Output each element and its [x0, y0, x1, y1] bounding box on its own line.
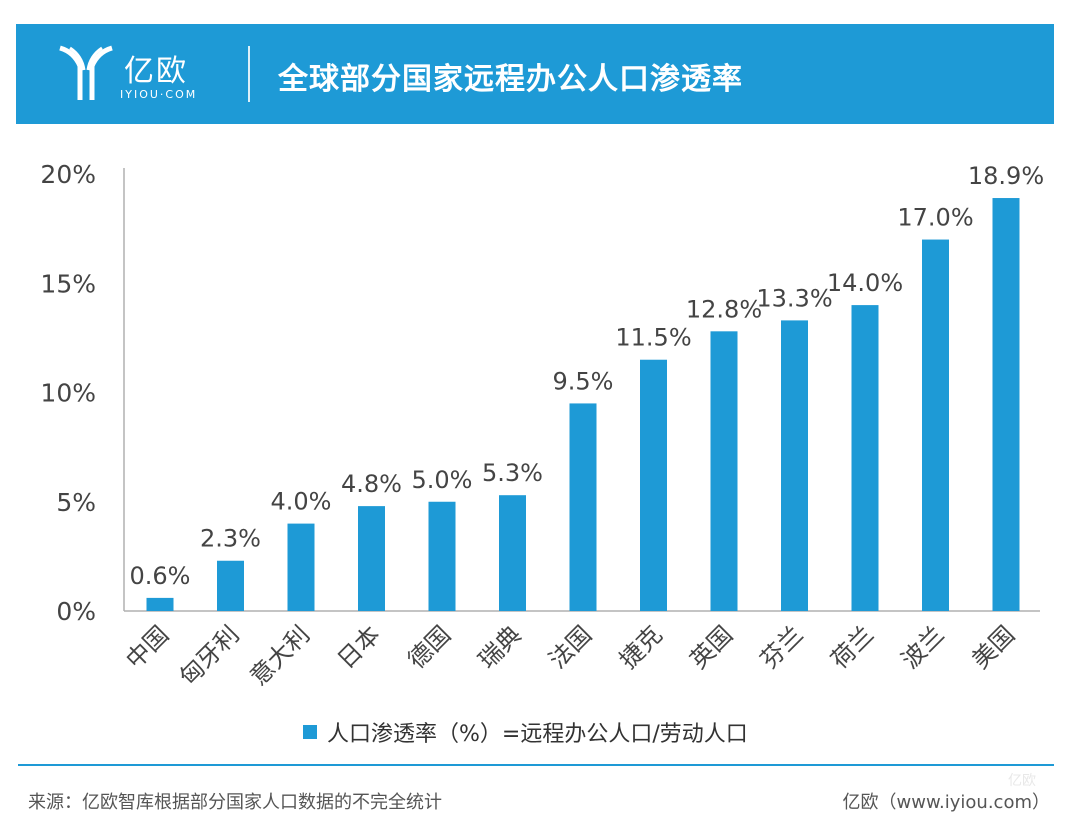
x-tick-label: 美国: [967, 620, 1021, 674]
x-axis-labels: 中国 匈牙利 意大利 日本 德国 瑞典 法国 捷克 英国 芬兰 荷兰 波兰 美国: [121, 620, 1021, 691]
y-axis: 0% 5% 10% 15% 20%: [40, 160, 1040, 626]
y-tick-label: 5%: [56, 488, 96, 517]
data-label: 0.6%: [130, 562, 191, 590]
yiou-logo-icon: [59, 45, 113, 100]
data-label: 4.8%: [341, 470, 402, 498]
legend-label: 人口渗透率（%）=远程办公人口/劳动人口: [327, 722, 748, 747]
y-tick-label: 10%: [40, 379, 96, 408]
data-label: 14.0%: [827, 269, 903, 297]
data-label: 9.5%: [553, 367, 614, 395]
y-tick-label: 20%: [40, 160, 96, 189]
y-tick-label: 0%: [56, 597, 96, 626]
x-tick-label: 德国: [403, 620, 457, 674]
bar: [851, 305, 879, 611]
bar-chart: 0% 5% 10% 15% 20% 0.6% 2.3% 4.0% 4.8% 5.0% 5.3% 9.…: [40, 160, 1045, 691]
bar: [358, 506, 385, 611]
value-labels: 0.6% 2.3% 4.0% 4.8% 5.0% 5.3% 9.5%11.5%12.8%13…: [130, 162, 1045, 590]
bar: [569, 403, 597, 611]
source-note: 来源：亿欧智库根据部分国家人口数据的不完全统计: [28, 792, 442, 813]
x-tick-label: 芬兰: [755, 620, 809, 674]
x-tick-label: 法国: [544, 620, 598, 674]
bar: [781, 320, 808, 611]
logo-subtext: IYIOU·COM: [120, 88, 198, 101]
x-tick-label: 荷兰: [826, 620, 880, 674]
x-tick-label: 捷克: [614, 620, 668, 674]
y-tick-label: 15%: [40, 269, 96, 298]
data-label: 13.3%: [756, 284, 832, 312]
footer-divider: [18, 764, 1054, 766]
data-label: 11.5%: [615, 324, 691, 352]
bar: [217, 560, 244, 611]
data-label: 18.9%: [968, 162, 1044, 190]
logo-text: 亿欧: [124, 54, 188, 89]
bar: [922, 239, 949, 612]
legend-swatch: [303, 725, 317, 739]
x-tick-label: 意大利: [245, 620, 316, 691]
header-banner: 亿欧 IYIOU·COM 全球部分国家远程办公人口渗透率: [16, 24, 1054, 124]
data-label: 2.3%: [200, 525, 261, 553]
legend: 人口渗透率（%）=远程办公人口/劳动人口: [303, 716, 748, 748]
data-label: 12.8%: [686, 295, 762, 323]
data-label: 17.0%: [897, 204, 973, 232]
data-label: 4.0%: [271, 488, 332, 516]
page-title: 全球部分国家远程办公人口渗透率: [278, 62, 743, 97]
bars: [146, 198, 1020, 612]
bar: [710, 331, 738, 611]
x-tick-label: 日本: [332, 620, 386, 674]
bar: [428, 501, 456, 611]
watermark: 亿欧: [1008, 773, 1036, 789]
credit: 亿欧（www.iyiou.com）: [842, 792, 1050, 813]
x-tick-label: 瑞典: [473, 620, 527, 674]
data-label: 5.0%: [412, 466, 473, 494]
x-tick-label: 英国: [685, 620, 739, 674]
data-label: 5.3%: [482, 459, 543, 487]
x-tick-label: 匈牙利: [174, 620, 245, 691]
bar: [992, 198, 1020, 611]
x-tick-label: 中国: [121, 620, 175, 674]
bar: [146, 597, 174, 611]
x-tick-label: 波兰: [896, 620, 950, 674]
header-divider: [248, 46, 250, 102]
bar: [640, 359, 667, 611]
bar: [287, 523, 315, 611]
bar: [499, 495, 526, 611]
